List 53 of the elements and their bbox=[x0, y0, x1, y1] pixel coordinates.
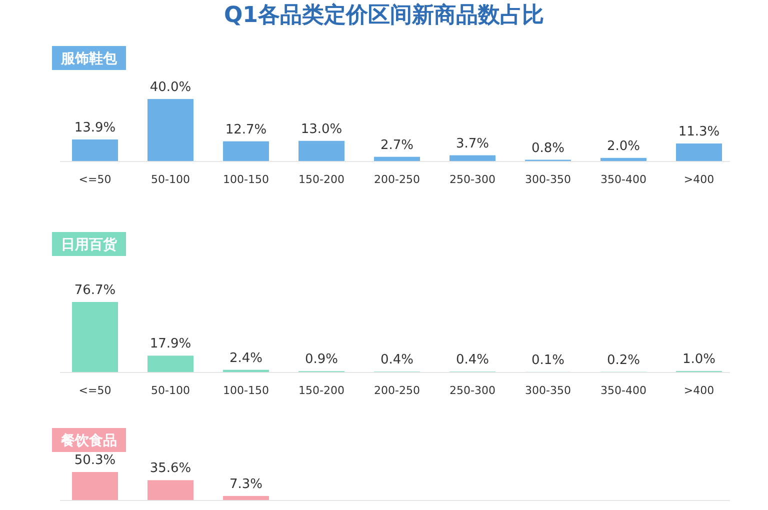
x-tick-label: 300-350 bbox=[525, 384, 571, 397]
x-tick-label: 150-200 bbox=[298, 173, 344, 186]
data-label: 2.0% bbox=[606, 138, 640, 154]
x-tick-label: 50-100 bbox=[151, 384, 190, 397]
x-tick-label: >400 bbox=[684, 173, 714, 186]
x-tick-label: 350-400 bbox=[600, 384, 646, 397]
x-tick-label: <=50 bbox=[78, 173, 112, 186]
data-label: 13.9% bbox=[74, 120, 116, 136]
data-label: 35.6% bbox=[150, 461, 192, 476]
data-label: 2.7% bbox=[380, 138, 414, 153]
data-label: 11.3% bbox=[678, 124, 720, 140]
chart-title: 服饰鞋包 bbox=[60, 51, 118, 67]
bar bbox=[72, 139, 118, 161]
data-label: 76.7% bbox=[74, 283, 116, 298]
data-label: 17.9% bbox=[150, 336, 192, 352]
data-label: 0.2% bbox=[606, 352, 640, 368]
x-tick-label: 100-150 bbox=[223, 173, 269, 186]
chart-title: 日用百货 bbox=[61, 237, 118, 253]
data-label: 1.0% bbox=[682, 352, 716, 368]
data-label: 7.3% bbox=[229, 476, 263, 492]
chart-title: 餐饮食品 bbox=[60, 433, 117, 449]
bar bbox=[223, 141, 269, 161]
data-label: 0.1% bbox=[531, 352, 565, 368]
x-tick-label: 50-100 bbox=[151, 173, 190, 186]
data-label: 3.7% bbox=[456, 136, 490, 152]
bar bbox=[298, 140, 344, 161]
data-label: 0.4% bbox=[380, 352, 414, 368]
bar bbox=[676, 143, 722, 161]
data-label: 40.0% bbox=[150, 80, 192, 95]
data-label: 12.7% bbox=[225, 122, 267, 138]
data-label: 2.4% bbox=[229, 350, 263, 366]
data-label: 0.8% bbox=[531, 140, 565, 156]
bar bbox=[72, 302, 118, 372]
bar bbox=[600, 158, 646, 161]
x-tick-label: 250-300 bbox=[450, 384, 496, 397]
x-tick-label: 100-150 bbox=[223, 384, 269, 397]
text: Q1各品类定价区间新商品数占比 bbox=[224, 2, 544, 28]
x-tick-label: 350-400 bbox=[600, 173, 646, 186]
x-tick-label: 200-250 bbox=[374, 384, 420, 397]
x-tick-label: 200-250 bbox=[374, 173, 420, 186]
data-label: 50.3% bbox=[74, 453, 116, 468]
bar bbox=[148, 99, 194, 161]
data-label: 0.4% bbox=[456, 352, 490, 368]
bar bbox=[450, 155, 496, 161]
x-tick-label: 150-200 bbox=[298, 384, 344, 397]
x-tick-label: 250-300 bbox=[450, 173, 496, 186]
x-tick-label: <=50 bbox=[78, 384, 112, 397]
x-tick-label: >400 bbox=[684, 384, 714, 397]
bar bbox=[374, 156, 420, 161]
x-tick-label: 300-350 bbox=[525, 173, 571, 186]
data-label: 0.9% bbox=[304, 352, 338, 368]
data-label: 13.0% bbox=[300, 122, 342, 137]
bar bbox=[148, 356, 194, 372]
